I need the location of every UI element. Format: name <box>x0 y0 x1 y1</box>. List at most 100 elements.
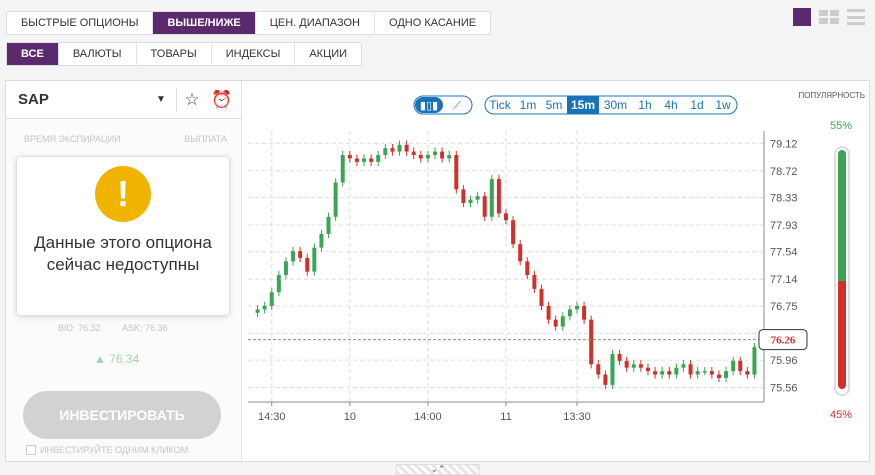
bid-text: BID: 76.32 <box>58 323 101 333</box>
x-tick-label: 10 <box>344 411 356 423</box>
timeframe-1d[interactable]: 1d <box>690 98 703 112</box>
candle-up <box>433 152 437 155</box>
candle-down <box>667 371 671 374</box>
candle-up <box>383 148 387 155</box>
filter-tab-0[interactable]: ВСЕ <box>7 43 59 65</box>
timeframe-5m[interactable]: 5m <box>546 98 563 112</box>
timeframe-15m[interactable]: 15m <box>571 98 595 112</box>
alarm-clock-icon[interactable]: ⏰ <box>207 90 237 110</box>
option-type-tab-3[interactable]: ОДНО КАСАНИЕ <box>375 12 490 34</box>
filter-tab-3[interactable]: ИНДЕКСЫ <box>212 43 296 65</box>
expiry-label: ВРЕМЯ ЭКСПИРАЦИИ <box>24 134 121 144</box>
option-type-tab-2[interactable]: ЦЕН. ДИАПАЗОН <box>256 12 375 34</box>
timeframe-1w[interactable]: 1w <box>715 98 731 112</box>
candle-down <box>689 364 693 374</box>
candle-up <box>703 371 707 373</box>
chevron-down-icon[interactable]: ▼ <box>146 94 176 105</box>
candle-down <box>298 251 302 258</box>
candle-up <box>490 179 494 217</box>
timeframe-1h[interactable]: 1h <box>638 98 651 112</box>
filter-tab-4[interactable]: АКЦИИ <box>295 43 361 65</box>
candle-down <box>405 145 409 152</box>
candle-up <box>568 309 572 316</box>
single-view-icon[interactable] <box>793 8 811 26</box>
candle-down <box>582 306 586 320</box>
candle-down <box>596 364 600 374</box>
candle-down <box>745 371 749 374</box>
candle-up <box>291 251 295 261</box>
option-type-tab-0[interactable]: БЫСТРЫЕ ОПЦИОНЫ <box>7 12 153 34</box>
y-tick-label: 79.12 <box>770 138 798 150</box>
candle-down <box>639 364 643 367</box>
candle-up <box>270 292 274 306</box>
candle-up <box>319 234 323 248</box>
warning-icon: ! <box>95 166 151 222</box>
candle-down <box>625 361 629 368</box>
candle-up <box>277 275 281 292</box>
candle-down <box>348 155 352 158</box>
trading-panel: SAP ▼ ☆ ⏰ ВРЕМЯ ЭКСПИРАЦИИ ВЫПЛАТА ! Дан… <box>5 80 870 462</box>
timeframe-Tick[interactable]: Tick <box>489 98 512 112</box>
candle-up <box>256 309 260 312</box>
payout-label: ВЫПЛАТА <box>184 134 227 144</box>
candle-down <box>419 155 423 158</box>
price-value: 76.34 <box>109 352 139 366</box>
invest-button[interactable]: ИНВЕСТИРОВАТЬ <box>23 391 221 439</box>
list-view-icon[interactable] <box>847 9 865 25</box>
timeframe-4h[interactable]: 4h <box>664 98 677 112</box>
y-tick-label: 75.56 <box>770 383 798 395</box>
candle-up <box>681 364 685 367</box>
candle-up <box>312 248 316 272</box>
x-tick-label: 14:30 <box>258 411 286 423</box>
candle-up <box>327 217 331 234</box>
grid-view-icon[interactable] <box>819 10 839 24</box>
candle-down <box>511 220 515 244</box>
current-price-label: 76.26 <box>771 335 796 347</box>
candle-down <box>390 148 394 151</box>
candle-up <box>752 347 756 374</box>
asset-name[interactable]: SAP <box>6 91 146 108</box>
one-click-checkbox[interactable] <box>26 445 36 455</box>
candle-down <box>547 306 551 320</box>
timeframe-30m[interactable]: 30m <box>604 98 627 112</box>
candle-down <box>525 261 529 275</box>
unavailable-message: Данные этого опциона сейчас недоступны <box>17 232 229 276</box>
candle-down <box>461 189 465 203</box>
candle-up <box>426 155 430 158</box>
candle-up <box>376 155 380 162</box>
candle-down <box>412 152 416 155</box>
line-chart-icon: ⟋ <box>453 99 461 112</box>
asset-selector-row: SAP ▼ ☆ ⏰ <box>6 81 241 119</box>
popularity-down-fill <box>838 281 846 389</box>
unavailable-notice: ! Данные этого опциона сейчас недоступны <box>16 156 230 316</box>
filter-tab-1[interactable]: ВАЛЮТЫ <box>59 43 137 65</box>
candle-down <box>497 179 501 213</box>
option-type-tabs: БЫСТРЫЕ ОПЦИОНЫ ВЫШЕ/НИЖЕ ЦЕН. ДИАПАЗОН ОДН… <box>6 11 491 35</box>
price-chart[interactable]: ▮▯▮ ⟋ Tick 1m 5m 15m 30m 1h 4h 1d 1w 79.12 78.72 78.3… <box>244 91 819 436</box>
candle-down <box>554 320 558 327</box>
view-controls <box>793 8 865 26</box>
candle-up <box>632 364 636 367</box>
collapse-handle[interactable]: ⌄⌃ <box>396 464 480 475</box>
option-type-tab-1[interactable]: ВЫШЕ/НИЖЕ <box>153 12 255 34</box>
candle-down <box>532 275 536 289</box>
one-click-toggle[interactable]: ИНВЕСТИРУЙТЕ ОДНИМ КЛИКОМ <box>26 445 188 455</box>
x-tick-label: 13:30 <box>563 411 591 423</box>
candle-up <box>398 145 402 152</box>
filter-tab-2[interactable]: ТОВАРЫ <box>137 43 212 65</box>
candlestick-icon: ▮▯▮ <box>420 99 438 112</box>
candle-down <box>653 371 657 374</box>
candle-up <box>476 196 480 199</box>
ask-text: ASK: 76.36 <box>122 323 168 333</box>
candle-down <box>454 155 458 189</box>
candle-up <box>469 200 473 203</box>
candle-up <box>334 182 338 216</box>
timeframe-1m[interactable]: 1m <box>520 98 537 112</box>
star-icon[interactable]: ☆ <box>177 90 207 110</box>
candle-up <box>284 261 288 275</box>
popularity-bar <box>834 146 850 396</box>
candle-down <box>305 258 309 272</box>
candle-down <box>646 368 650 371</box>
candle-up <box>696 371 700 374</box>
candle-down <box>518 244 522 261</box>
